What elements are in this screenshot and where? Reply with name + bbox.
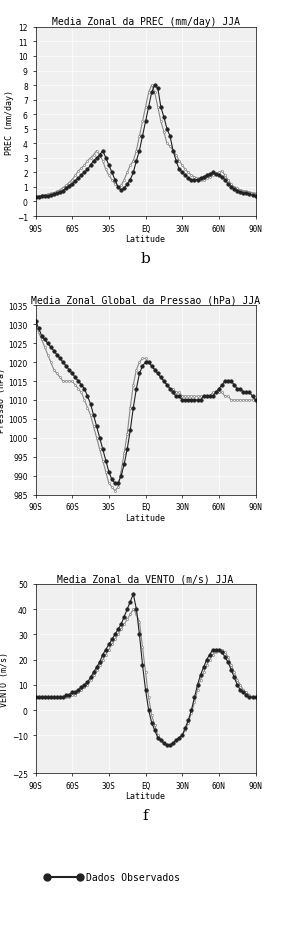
Title: Media Zonal Global da Pressao (hPa) JJA: Media Zonal Global da Pressao (hPa) JJA [31, 295, 260, 305]
X-axis label: Latitude: Latitude [126, 792, 166, 800]
Text: f: f [143, 808, 148, 822]
Title: Media Zonal da VENTO (m/s) JJA: Media Zonal da VENTO (m/s) JJA [57, 574, 234, 584]
Title: Media Zonal da PREC (mm/day) JJA: Media Zonal da PREC (mm/day) JJA [52, 17, 239, 27]
Text: Dados Observados: Dados Observados [86, 871, 180, 882]
Y-axis label: PREC (mm/day): PREC (mm/day) [5, 90, 14, 155]
Y-axis label: VENTO (m/s): VENTO (m/s) [0, 651, 9, 706]
Text: b: b [141, 251, 151, 265]
X-axis label: Latitude: Latitude [126, 513, 166, 522]
Y-axis label: Pressao (hPa): Pressao (hPa) [0, 368, 6, 433]
X-axis label: Latitude: Latitude [126, 235, 166, 244]
